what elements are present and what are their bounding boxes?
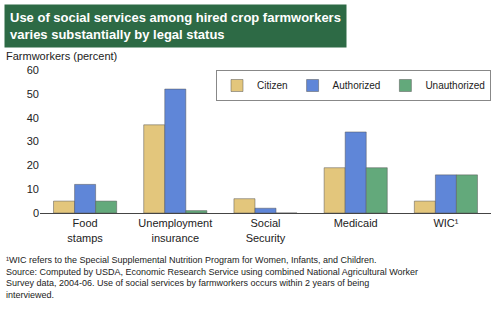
svg-text:60: 60 — [27, 64, 39, 76]
svg-text:30: 30 — [27, 135, 39, 147]
svg-text:Farmworkers (percent): Farmworkers (percent) — [6, 50, 117, 62]
svg-text:20: 20 — [27, 159, 39, 171]
svg-text:Unauthorized: Unauthorized — [425, 80, 484, 91]
svg-text:40: 40 — [27, 112, 39, 124]
svg-text:Citizen: Citizen — [257, 80, 288, 91]
svg-text:Use of social services among h: Use of social services among hired crop … — [10, 10, 341, 42]
svg-text:Foodstamps: Foodstamps — [67, 217, 103, 243]
svg-text:10: 10 — [27, 183, 39, 195]
svg-text:50: 50 — [27, 88, 39, 100]
svg-text:0: 0 — [33, 207, 39, 219]
svg-text:¹WIC refers to the Special Sup: ¹WIC refers to the Special Supplemental … — [6, 255, 418, 300]
svg-text:Medicaid: Medicaid — [334, 217, 378, 229]
svg-text:SocialSecurity: SocialSecurity — [246, 217, 286, 243]
svg-text:Unemploymentinsurance: Unemploymentinsurance — [138, 217, 212, 243]
svg-text:WIC¹: WIC¹ — [433, 217, 458, 229]
svg-text:Authorized: Authorized — [333, 80, 381, 91]
